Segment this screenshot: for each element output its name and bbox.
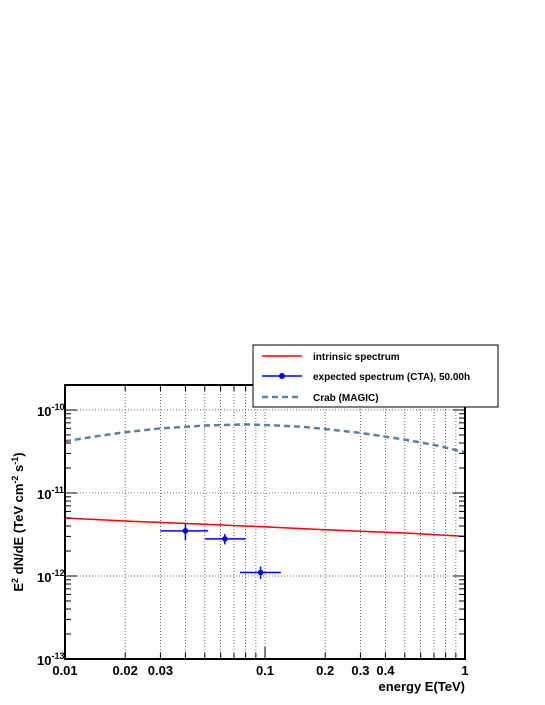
y-axis-title: E2 dN/dE (TeV cm-2 s-1) [10, 452, 26, 591]
data-point [222, 536, 228, 542]
x-tick-label: 0.02 [113, 663, 138, 678]
x-axis-title: energy E(TeV) [379, 679, 465, 694]
x-tick-label: 0.01 [52, 663, 77, 678]
y-tick-label: 10-12 [37, 568, 64, 585]
y-tick-label: 10-10 [37, 402, 64, 419]
x-tick-label: 0.4 [376, 663, 395, 678]
legend-label-intrinsic: intrinsic spectrum [313, 352, 400, 363]
data-point [257, 569, 264, 576]
tick-labels: 0.01 0.02 0.03 0.1 0.2 0.3 0.4 1 10-13 10-12 10-11… [37, 402, 469, 678]
x-tick-label: 0.1 [256, 663, 274, 678]
x-tick-label: 0.03 [148, 663, 173, 678]
x-tick-label: 0.3 [351, 663, 369, 678]
legend-label-crab: Crab (MAGIC) [313, 393, 379, 404]
legend-label-expected: expected spectrum (CTA), 50.00h [313, 372, 470, 383]
legend-swatch-expected-marker [279, 373, 285, 379]
x-tick-label: 0.2 [316, 663, 334, 678]
y-tick-label: 10-11 [37, 485, 64, 502]
x-tick-label: 1 [461, 663, 468, 678]
data-series [64, 423, 466, 580]
grid-lines [65, 385, 465, 659]
intrinsic-spectrum-line [64, 517, 466, 538]
legend: intrinsic spectrum expected spectrum (CT… [252, 344, 499, 408]
crab-reference-curve [64, 423, 466, 454]
data-point [182, 528, 189, 534]
y-tick-label: 10-13 [37, 651, 64, 668]
